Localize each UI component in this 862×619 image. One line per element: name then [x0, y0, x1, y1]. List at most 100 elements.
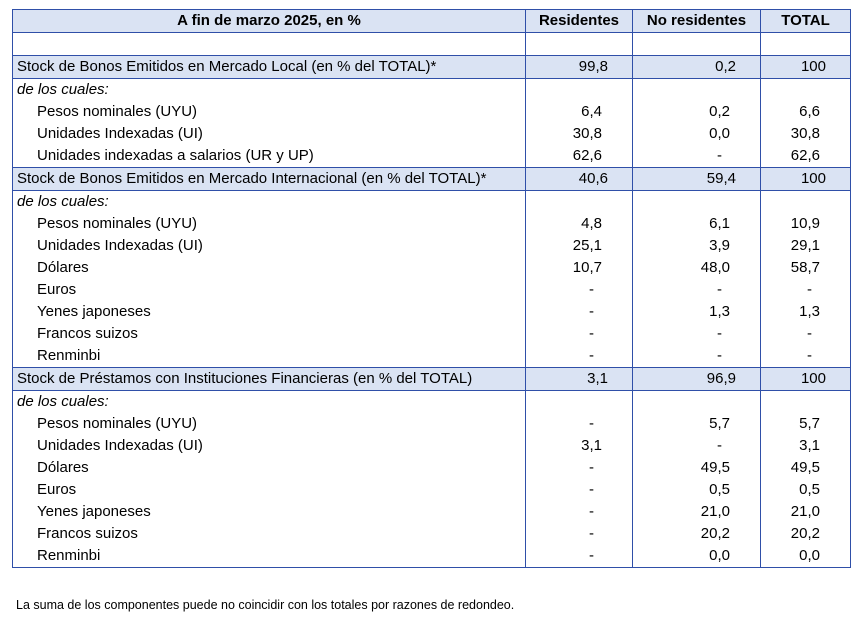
- table-row: Unidades Indexadas (UI) 3,1-3,1: [12, 435, 851, 457]
- residentes-value: [525, 32, 633, 56]
- total-value: 6,6: [760, 101, 851, 123]
- no-residentes-value: 96,9: [632, 367, 761, 391]
- table-row: Euros -0,5 0,5: [12, 479, 851, 501]
- blank-row: [12, 32, 851, 56]
- no-residentes-value: 0,2: [632, 101, 761, 123]
- residentes-value: -: [525, 479, 633, 501]
- no-residentes-value: 3,9: [632, 235, 761, 257]
- no-residentes-value: [632, 190, 761, 213]
- row-label: de los cuales:: [12, 190, 526, 213]
- residentes-value: [525, 390, 633, 413]
- table-row: Francos suizos -20,2 20,2: [12, 523, 851, 545]
- total-value: 49,5: [760, 457, 851, 479]
- table-row: Pesos nominales (UYU) 6,4 0,2 6,6: [12, 101, 851, 123]
- residentes-value: 99,8: [525, 55, 633, 79]
- no-residentes-value: 0,2: [632, 55, 761, 79]
- total-value: 1,3: [760, 301, 851, 323]
- no-residentes-value: 49,5: [632, 457, 761, 479]
- row-label: Euros: [12, 279, 526, 301]
- total-value: [760, 78, 851, 101]
- residentes-value: -: [525, 345, 633, 368]
- row-label: Pesos nominales (UYU): [12, 213, 526, 235]
- residentes-value: 4,8: [525, 213, 633, 235]
- subheading-row: de los cuales:: [12, 190, 851, 213]
- total-value: 0,0: [760, 545, 851, 568]
- total-value: 62,6: [760, 145, 851, 168]
- no-residentes-value: 0,0: [632, 545, 761, 568]
- subheading-row: de los cuales:: [12, 390, 851, 413]
- no-residentes-value: -: [632, 279, 761, 301]
- residentes-value: -: [525, 301, 633, 323]
- no-residentes-value: 21,0: [632, 501, 761, 523]
- residentes-value: -: [525, 323, 633, 345]
- no-residentes-value: [632, 78, 761, 101]
- header-total: TOTAL: [760, 9, 851, 33]
- table-row: Dólares 10,7 48,0 58,7: [12, 257, 851, 279]
- total-value: 100: [760, 367, 851, 391]
- row-label: Stock de Préstamos con Instituciones Fin…: [12, 367, 526, 391]
- table-row: Unidades indexadas a salarios (UR y UP) 6…: [12, 145, 851, 168]
- residentes-value: -: [525, 413, 633, 435]
- row-label: Yenes japoneses: [12, 501, 526, 523]
- table-row: Yenes japoneses -1,3 1,3: [12, 301, 851, 323]
- row-label: Renminbi: [12, 345, 526, 368]
- no-residentes-value: 1,3: [632, 301, 761, 323]
- no-residentes-value: 0,0: [632, 123, 761, 145]
- residentes-value: 3,1: [525, 367, 633, 391]
- row-label: Yenes japoneses: [12, 301, 526, 323]
- total-value: 100: [760, 167, 851, 191]
- total-value: 29,1: [760, 235, 851, 257]
- row-label: de los cuales:: [12, 390, 526, 413]
- total-value: 3,1: [760, 435, 851, 457]
- row-label: Francos suizos: [12, 523, 526, 545]
- row-label: Dólares: [12, 457, 526, 479]
- row-label: [12, 32, 526, 56]
- table-row: Dólares -49,5 49,5: [12, 457, 851, 479]
- residentes-value: 62,6: [525, 145, 633, 168]
- no-residentes-value: 5,7: [632, 413, 761, 435]
- table-row: Pesos nominales (UYU) -5,7 5,7: [12, 413, 851, 435]
- total-value: 20,2: [760, 523, 851, 545]
- section-row: Stock de Bonos Emitidos en Mercado Local…: [12, 55, 851, 79]
- row-label: Stock de Bonos Emitidos en Mercado Inter…: [12, 167, 526, 191]
- residentes-value: 30,8: [525, 123, 633, 145]
- row-label: Francos suizos: [12, 323, 526, 345]
- total-value: [760, 190, 851, 213]
- row-label: de los cuales:: [12, 78, 526, 101]
- table-row: Pesos nominales (UYU) 4,8 6,1 10,9: [12, 213, 851, 235]
- no-residentes-value: 59,4: [632, 167, 761, 191]
- table-row: Euros - - -: [12, 279, 851, 301]
- subheading-row: de los cuales:: [12, 78, 851, 101]
- no-residentes-value: 20,2: [632, 523, 761, 545]
- row-label: Unidades Indexadas (UI): [12, 435, 526, 457]
- residentes-value: -: [525, 457, 633, 479]
- residentes-value: -: [525, 545, 633, 568]
- total-value: 21,0: [760, 501, 851, 523]
- table-row: Unidades Indexadas (UI) 25,1 3,9 29,1: [12, 235, 851, 257]
- row-label: Pesos nominales (UYU): [12, 101, 526, 123]
- table-row: Unidades Indexadas (UI) 30,8 0,0 30,8: [12, 123, 851, 145]
- residentes-value: -: [525, 523, 633, 545]
- row-label: Dólares: [12, 257, 526, 279]
- total-value: -: [760, 323, 851, 345]
- residentes-value: 6,4: [525, 101, 633, 123]
- total-value: -: [760, 279, 851, 301]
- no-residentes-value: 0,5: [632, 479, 761, 501]
- row-label: Stock de Bonos Emitidos en Mercado Local…: [12, 55, 526, 79]
- residentes-value: -: [525, 279, 633, 301]
- no-residentes-value: -: [632, 345, 761, 368]
- residentes-value: 25,1: [525, 235, 633, 257]
- total-value: 30,8: [760, 123, 851, 145]
- no-residentes-value: -: [632, 323, 761, 345]
- header-residentes: Residentes: [525, 9, 633, 33]
- row-label: Euros: [12, 479, 526, 501]
- row-label: Renminbi: [12, 545, 526, 568]
- no-residentes-value: 48,0: [632, 257, 761, 279]
- total-value: 0,5: [760, 479, 851, 501]
- no-residentes-value: -: [632, 145, 761, 168]
- total-value: 5,7: [760, 413, 851, 435]
- no-residentes-value: [632, 390, 761, 413]
- no-residentes-value: [632, 32, 761, 56]
- table-row: Renminbi - - -: [12, 345, 851, 368]
- residentes-value: -: [525, 501, 633, 523]
